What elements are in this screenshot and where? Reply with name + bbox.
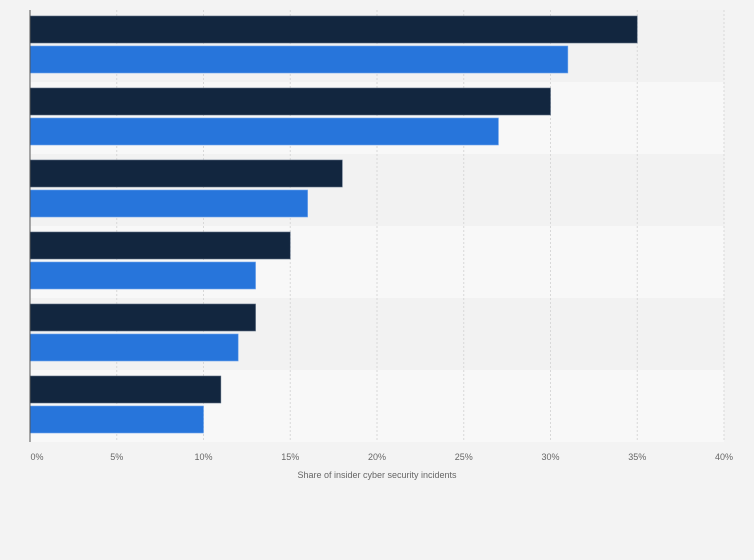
x-tick-label: 30%	[541, 452, 559, 462]
x-tick-label: 0%	[30, 452, 43, 462]
bar-series-1	[29, 159, 343, 188]
bar-series-2	[29, 405, 204, 434]
x-tick-label: 35%	[628, 452, 646, 462]
bars	[29, 15, 638, 434]
bar-series-1	[29, 375, 222, 404]
bar-series-1	[29, 231, 291, 260]
x-axis-title: Share of insider cyber security incident…	[297, 470, 457, 480]
bar-series-2	[29, 333, 239, 362]
bar-series-2	[29, 189, 308, 218]
bar-series-2	[29, 117, 499, 146]
x-tick-label: 5%	[110, 452, 123, 462]
x-tick-label: 40%	[715, 452, 733, 462]
bar-series-2	[29, 261, 256, 290]
bar-series-2	[29, 45, 569, 74]
grid-lines	[116, 10, 725, 442]
x-tick-label: 15%	[281, 452, 299, 462]
x-tick-label: 10%	[194, 452, 212, 462]
bar-series-1	[29, 303, 256, 332]
x-tick-label: 25%	[455, 452, 473, 462]
bar-series-1	[29, 15, 638, 44]
x-tick-labels: 0% 5% 10% 15% 20% 25% 30% 35% 40%	[30, 452, 733, 462]
bar-series-1	[29, 87, 551, 116]
x-tick-label: 20%	[368, 452, 386, 462]
